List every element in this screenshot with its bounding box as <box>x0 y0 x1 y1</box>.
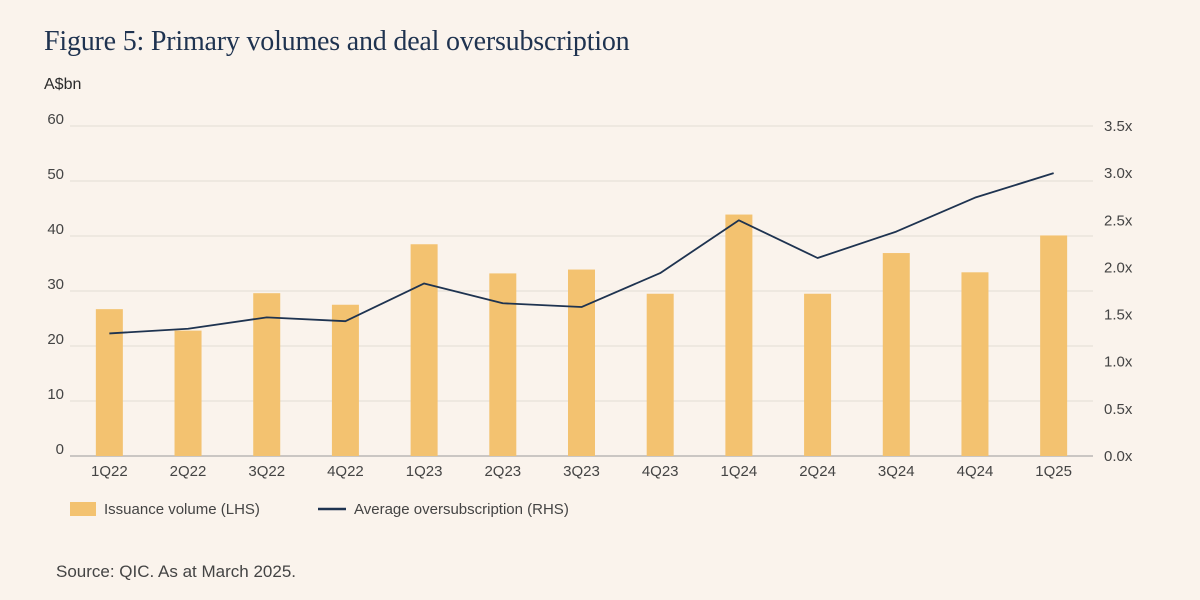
bar <box>95 309 123 456</box>
right-axis-ticks: 0.0x 0.5x 1.0x 1.5x 2.0x 2.5x 3.0x 3.5x <box>1104 118 1133 465</box>
right-tick-label: 3.5x <box>1104 118 1133 135</box>
x-tick-label: 4Q23 <box>642 463 679 480</box>
legend-bar-label: Issuance volume (LHS) <box>104 501 260 518</box>
x-tick-label: 1Q25 <box>1035 463 1072 480</box>
x-tick-label: 1Q22 <box>91 463 128 480</box>
right-tick-label: 1.0x <box>1104 354 1133 371</box>
x-tick-label: 3Q24 <box>878 463 915 480</box>
x-tick-label: 1Q23 <box>406 463 443 480</box>
bar <box>646 293 674 456</box>
legend-bar-swatch <box>70 502 96 516</box>
bar <box>253 293 281 456</box>
right-tick-label: 1.5x <box>1104 307 1133 324</box>
y-axis-unit-label: A$bn <box>44 76 82 93</box>
right-tick-label: 0.0x <box>1104 448 1133 465</box>
bar <box>174 330 202 456</box>
source-note: Source: QIC. As at March 2025. <box>56 562 297 581</box>
x-tick-label: 2Q22 <box>170 463 207 480</box>
x-tick-label: 2Q23 <box>484 463 521 480</box>
line-series <box>109 172 1054 335</box>
bar <box>568 269 595 456</box>
left-tick-label: 50 <box>47 166 64 183</box>
x-axis-ticks: 1Q22 2Q22 3Q22 4Q22 1Q23 2Q23 3Q23 4Q23 1Q24 2Q24… <box>91 463 1072 480</box>
x-tick-label: 3Q22 <box>248 463 285 480</box>
oversubscription-line <box>109 172 1054 335</box>
bar <box>410 244 438 456</box>
x-tick-label: 4Q22 <box>327 463 364 480</box>
bar <box>1040 235 1068 456</box>
x-tick-label: 4Q24 <box>957 463 994 480</box>
left-tick-label: 20 <box>47 331 64 348</box>
bar <box>961 272 989 456</box>
right-tick-label: 2.5x <box>1104 212 1133 229</box>
bar <box>882 253 910 456</box>
left-tick-label: 30 <box>47 276 64 293</box>
x-tick-label: 2Q24 <box>799 463 836 480</box>
right-tick-label: 3.0x <box>1104 165 1133 182</box>
left-tick-label: 40 <box>47 221 64 238</box>
bar <box>804 293 832 456</box>
bar <box>331 304 359 456</box>
left-tick-label: 0 <box>56 441 64 458</box>
x-tick-label: 3Q23 <box>563 463 600 480</box>
right-tick-label: 0.5x <box>1104 401 1133 418</box>
right-tick-label: 2.0x <box>1104 259 1133 276</box>
left-axis-ticks: 0 10 20 30 40 50 60 <box>47 111 64 458</box>
legend-line-label: Average oversubscription (RHS) <box>354 501 569 518</box>
x-tick-label: 1Q24 <box>721 463 758 480</box>
legend: Issuance volume (LHS) Average oversubscr… <box>70 501 569 518</box>
left-tick-label: 60 <box>47 111 64 128</box>
left-tick-label: 10 <box>47 386 64 403</box>
bar-series <box>95 214 1068 456</box>
bar <box>725 214 753 456</box>
chart-title: Figure 5: Primary volumes and deal overs… <box>44 26 630 57</box>
